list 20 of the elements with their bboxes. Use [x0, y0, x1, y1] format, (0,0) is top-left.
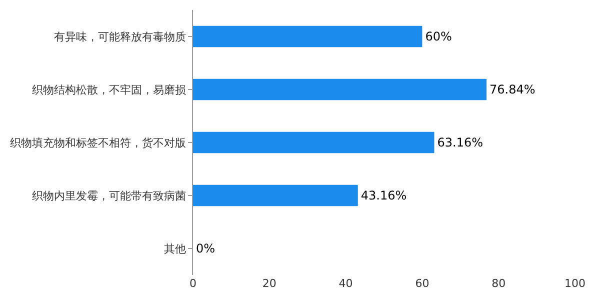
y-tick-label: 织物填充物和标签不相符，货不对版 — [10, 136, 186, 150]
data-label: 60% — [425, 30, 452, 44]
bar — [193, 26, 422, 48]
x-tick-label: 100 — [564, 277, 586, 290]
bar — [193, 78, 487, 100]
y-tick-label: 有异味，可能释放有毒物质 — [54, 30, 186, 44]
x-tick-label: 40 — [338, 277, 353, 290]
y-tick-label: 其他 — [164, 242, 186, 256]
bar — [193, 132, 434, 154]
bar — [193, 184, 358, 206]
y-tick-label: 织物结构松散，不牢固，易磨损 — [32, 83, 186, 96]
data-label: 43.16% — [360, 188, 407, 202]
data-label: 0% — [196, 242, 216, 256]
x-tick-label: 80 — [492, 277, 506, 290]
x-tick-label: 60 — [415, 277, 430, 290]
x-tick-label: 0 — [190, 277, 196, 290]
y-tick-label: 织物内里发霉，可能带有致病菌 — [32, 189, 186, 202]
data-label: 76.84% — [490, 82, 536, 96]
x-tick-label: 20 — [262, 277, 276, 290]
data-label: 63.16% — [437, 136, 484, 150]
